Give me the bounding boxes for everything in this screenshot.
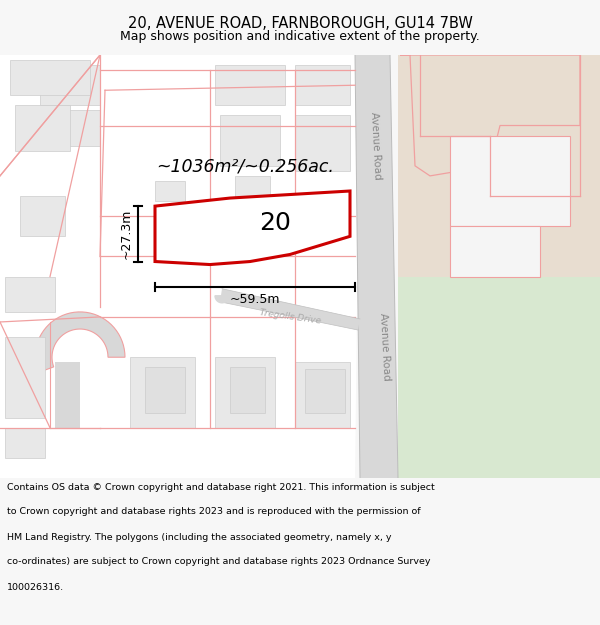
Polygon shape <box>145 368 185 413</box>
Polygon shape <box>5 277 55 312</box>
Polygon shape <box>295 362 350 428</box>
Text: HM Land Registry. The polygons (including the associated geometry, namely x, y: HM Land Registry. The polygons (includin… <box>7 532 392 541</box>
Polygon shape <box>220 116 280 166</box>
Polygon shape <box>215 296 229 302</box>
Polygon shape <box>215 65 285 106</box>
Polygon shape <box>398 55 600 478</box>
Text: ~1036m²/~0.256ac.: ~1036m²/~0.256ac. <box>156 158 334 176</box>
Polygon shape <box>5 337 45 418</box>
Text: 20: 20 <box>259 211 291 235</box>
Text: Tregolls Drive: Tregolls Drive <box>259 308 321 326</box>
Polygon shape <box>0 55 360 478</box>
Polygon shape <box>355 55 398 478</box>
Polygon shape <box>398 55 600 256</box>
Polygon shape <box>20 196 65 236</box>
Text: Avenue Road: Avenue Road <box>378 313 392 381</box>
Polygon shape <box>450 226 540 277</box>
Text: Avenue Road: Avenue Road <box>369 111 383 180</box>
Text: ~27.3m: ~27.3m <box>120 209 133 259</box>
Polygon shape <box>155 181 185 201</box>
Polygon shape <box>450 136 570 226</box>
Text: 20, AVENUE ROAD, FARNBOROUGH, GU14 7BW: 20, AVENUE ROAD, FARNBOROUGH, GU14 7BW <box>128 16 472 31</box>
Polygon shape <box>220 289 360 330</box>
Polygon shape <box>155 191 350 264</box>
Polygon shape <box>230 368 265 413</box>
Polygon shape <box>40 65 100 106</box>
Polygon shape <box>55 362 80 428</box>
Polygon shape <box>215 357 275 428</box>
Text: Contains OS data © Crown copyright and database right 2021. This information is : Contains OS data © Crown copyright and d… <box>7 482 435 491</box>
Polygon shape <box>15 106 70 151</box>
Polygon shape <box>155 221 185 246</box>
Polygon shape <box>295 65 350 106</box>
Polygon shape <box>10 60 90 95</box>
Polygon shape <box>398 55 600 277</box>
Polygon shape <box>295 116 350 171</box>
Text: co-ordinates) are subject to Crown copyright and database rights 2023 Ordnance S: co-ordinates) are subject to Crown copyr… <box>7 558 431 566</box>
Text: to Crown copyright and database rights 2023 and is reproduced with the permissio: to Crown copyright and database rights 2… <box>7 508 421 516</box>
Text: ~59.5m: ~59.5m <box>230 292 280 306</box>
Polygon shape <box>130 357 195 428</box>
Polygon shape <box>35 312 125 372</box>
Polygon shape <box>55 111 100 146</box>
Text: Map shows position and indicative extent of the property.: Map shows position and indicative extent… <box>120 30 480 43</box>
Polygon shape <box>305 369 345 413</box>
Polygon shape <box>5 428 45 458</box>
Text: 100026316.: 100026316. <box>7 582 64 591</box>
Polygon shape <box>235 176 270 211</box>
